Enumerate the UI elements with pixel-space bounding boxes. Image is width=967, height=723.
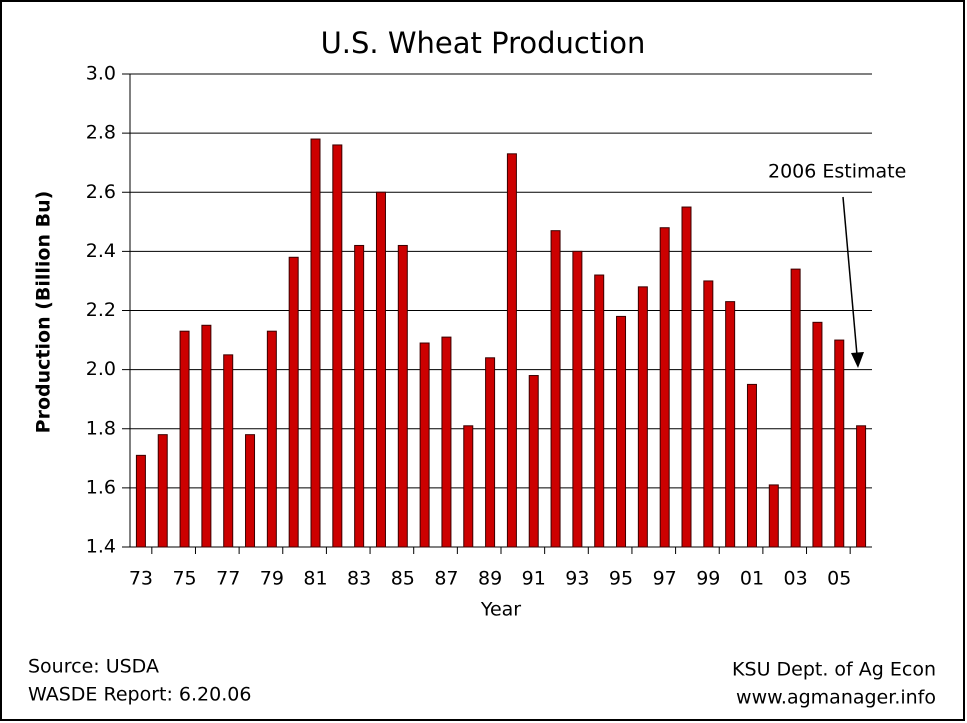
annotation: 2006 Estimate [768, 161, 906, 183]
x-tick-label: 89 [478, 568, 502, 590]
bar [397, 244, 408, 548]
y-tick-label: 2.8 [86, 122, 116, 144]
bar [506, 153, 517, 548]
x-tick-label: 81 [303, 568, 327, 590]
bar [550, 230, 561, 548]
annotation-arrow [842, 196, 858, 356]
bar [485, 357, 496, 548]
bar [594, 274, 605, 548]
bar [332, 144, 343, 548]
x-tick-label: 93 [565, 568, 589, 590]
bar [659, 227, 670, 548]
bar [681, 206, 692, 548]
bar [201, 324, 212, 548]
arrow-head [851, 352, 864, 368]
bar [572, 250, 583, 548]
y-axis-label: Production (Billion Bu) [33, 191, 55, 434]
bar [616, 315, 627, 548]
x-tick-label: 77 [216, 568, 240, 590]
bar [266, 330, 277, 548]
bar [637, 286, 648, 548]
y-tick-label: 1.4 [86, 536, 116, 558]
bar [375, 191, 386, 548]
bar [354, 244, 365, 548]
bar [463, 425, 474, 548]
x-tick-label: 85 [391, 568, 415, 590]
x-axis-label: Year [480, 599, 521, 621]
bar [812, 321, 823, 548]
bar [179, 330, 190, 548]
bar [725, 301, 736, 548]
x-tick-label: 99 [696, 568, 720, 590]
x-tick-label: 79 [260, 568, 284, 590]
x-tick-label: 83 [347, 568, 371, 590]
bar [528, 375, 539, 548]
x-tick-label: 03 [784, 568, 808, 590]
y-tick-label: 2.2 [86, 299, 116, 321]
report: WASDE Report: 6.20.06 [28, 684, 251, 706]
x-tick-label: 95 [609, 568, 633, 590]
bar [245, 434, 256, 548]
bar [288, 256, 299, 548]
x-tick-label: 05 [827, 568, 851, 590]
x-tick-label: 97 [653, 568, 677, 590]
bar [157, 434, 168, 548]
bar [856, 425, 867, 548]
y-tick-label: 2.0 [86, 358, 116, 380]
bar [441, 336, 452, 548]
x-tick-label: 91 [522, 568, 546, 590]
x-tick-label: 87 [434, 568, 458, 590]
chart-title: U.S. Wheat Production [321, 26, 646, 60]
bar [135, 454, 146, 548]
website: www.agmanager.info [736, 687, 936, 709]
bar [223, 354, 234, 548]
x-tick-label: 75 [172, 568, 196, 590]
bar [790, 268, 801, 548]
x-tick-label: 73 [129, 568, 153, 590]
source: Source: USDA [28, 656, 159, 678]
bar [310, 138, 321, 548]
y-tick-label: 2.6 [86, 181, 116, 203]
bar [419, 342, 430, 548]
bar [703, 280, 714, 548]
bar [746, 383, 757, 548]
x-tick-label: 01 [740, 568, 764, 590]
y-tick-label: 1.6 [86, 476, 116, 498]
bar [768, 484, 779, 548]
bar [834, 339, 845, 548]
y-tick-label: 1.8 [86, 417, 116, 439]
y-tick-label: 2.4 [86, 240, 116, 262]
credit: KSU Dept. of Ag Econ [732, 659, 936, 681]
y-tick-label: 3.0 [86, 63, 116, 85]
